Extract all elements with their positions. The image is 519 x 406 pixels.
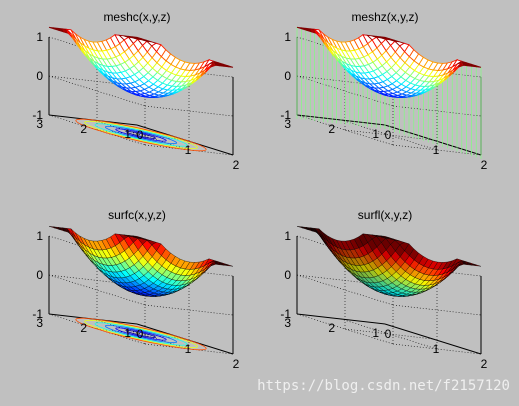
y-tick-label: 2 [328, 122, 335, 136]
y-tick-label: 1 [372, 326, 379, 340]
x-tick-label: 1 [433, 143, 440, 157]
surface [48, 226, 234, 297]
contour-ring [126, 330, 156, 338]
mesh-patch [471, 64, 482, 68]
y-tick-label: 1 [124, 127, 131, 141]
z-tick-label: 1 [36, 229, 43, 243]
y-tick-label: 3 [284, 316, 291, 330]
mesh-patch [223, 64, 234, 68]
x-tick-label: 0 [385, 327, 392, 341]
x-tick-label: 0 [385, 128, 392, 142]
x-tick-label: 1 [433, 342, 440, 356]
x-tick-label: 2 [481, 357, 488, 371]
z-tick-label: 0 [36, 69, 43, 83]
y-tick-label: 1 [372, 127, 379, 141]
surface [296, 226, 482, 297]
contour-lines [75, 118, 207, 152]
x-tick-label: 2 [233, 357, 240, 371]
x-tick-label: 2 [233, 158, 240, 172]
contour-ring [105, 125, 177, 145]
surface [296, 26, 482, 98]
x-tick-label: 0 [137, 128, 144, 142]
z-tick-label: -1 [280, 307, 291, 321]
y-tick-label: 3 [36, 316, 43, 330]
surface-patch [223, 264, 234, 267]
contour-ring [105, 324, 177, 344]
contour-ring [75, 118, 207, 152]
surface [48, 26, 234, 98]
subplot-title: meshz(x,y,z) [351, 10, 418, 24]
y-tick-label: 3 [36, 117, 43, 131]
y-tick-label: 1 [124, 326, 131, 340]
contour-ring [115, 128, 167, 142]
subplot-title: surfc(x,y,z) [108, 208, 166, 222]
z-tick-label: -1 [32, 108, 43, 122]
subplot-title: meshc(x,y,z) [103, 10, 170, 24]
contour-ring [126, 131, 156, 139]
x-tick-label: 0 [137, 327, 144, 341]
contour-ring [75, 317, 207, 351]
z-tick-label: 0 [284, 69, 291, 83]
watermark: https://blog.csdn.net/f2157120 [257, 378, 510, 394]
contour-ring [115, 327, 167, 341]
contour-ring [84, 120, 198, 150]
x-axis-line [384, 323, 482, 355]
z-tick-label: 1 [284, 30, 291, 44]
subplot-title: surfl(x,y,z) [358, 208, 412, 222]
contour-ring [84, 319, 198, 349]
axes-box [296, 235, 482, 355]
x-tick-label: 2 [481, 158, 488, 172]
z-tick-label: 0 [284, 268, 291, 282]
x-tick-label: 1 [185, 143, 192, 157]
y-tick-label: 2 [80, 122, 87, 136]
contour-ring [94, 123, 188, 147]
z-tick-label: 1 [36, 30, 43, 44]
x-tick-label: 1 [185, 342, 192, 356]
z-tick-label: -1 [32, 307, 43, 321]
y-tick-label: 3 [284, 117, 291, 131]
z-tick-label: -1 [280, 108, 291, 122]
z-tick-label: 0 [36, 268, 43, 282]
contour-lines [75, 317, 207, 351]
contour-ring [94, 322, 188, 346]
z-tick-label: 1 [284, 229, 291, 243]
y-tick-label: 2 [80, 321, 87, 335]
y-tick-label: 2 [328, 321, 335, 335]
surface-patch [471, 264, 482, 267]
